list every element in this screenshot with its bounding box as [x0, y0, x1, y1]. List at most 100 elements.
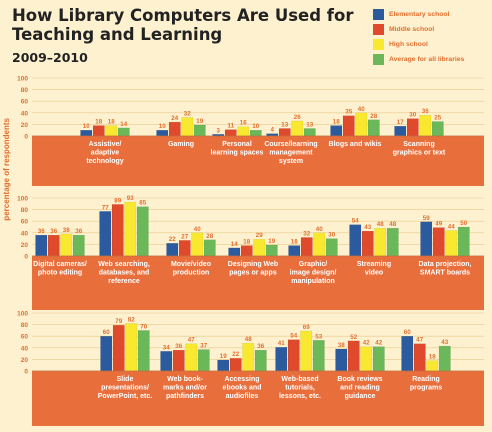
bar-value-label: 36 — [422, 108, 429, 115]
category-label-line: guidance — [345, 393, 376, 400]
category-label-line: Data projection, — [419, 261, 472, 268]
y-tick-label: 20 — [21, 122, 29, 129]
bar-value-label: 18 — [333, 119, 340, 126]
y-tick-label: 80 — [21, 87, 29, 94]
bar-value-label: 43 — [364, 224, 371, 231]
bar — [35, 234, 48, 257]
bar — [191, 232, 204, 257]
category-label-line: manipulation — [291, 278, 335, 285]
bar-value-label: 18 — [108, 119, 115, 126]
category-label-line: tutorials, — [285, 385, 315, 392]
category-label-line: ebooks and — [223, 385, 262, 392]
bar-value-label: 14 — [231, 241, 238, 248]
chart-panel-2: 0 20 40 60 80 100 36 36 38 36 Digital cameras/phot… — [17, 195, 484, 310]
category-label-line: photo editing — [38, 270, 82, 277]
category-label-line: Web book- — [167, 376, 203, 383]
bar-value-label: 11 — [227, 123, 234, 130]
category-label: Personal learning spaces — [211, 141, 264, 157]
y-tick-label: 0 — [24, 254, 28, 261]
y-tick-label: 40 — [21, 110, 29, 117]
bar-value-label: 4 — [271, 127, 275, 134]
category-label: Blogs and wikis — [329, 141, 382, 148]
category-label-line: graphics or text — [393, 150, 446, 157]
bar — [300, 237, 313, 257]
category-label-line: Accessing — [224, 376, 259, 383]
category-label-line: Web-based — [281, 376, 318, 383]
bar-value-label: 37 — [200, 343, 207, 350]
bar-value-label: 89 — [114, 197, 121, 204]
bar-value-label: 40 — [194, 226, 201, 233]
category-label-line: Gaming — [168, 141, 194, 148]
legend-item-middle: Middle school — [373, 23, 491, 35]
bar-value-label: 48 — [377, 221, 384, 228]
bar — [457, 226, 470, 257]
bar-value-label: 54 — [352, 218, 359, 225]
bar — [342, 115, 355, 137]
bar — [168, 121, 181, 137]
legend-item-average: Average for all libraries — [373, 53, 491, 65]
bar-value-label: 82 — [128, 316, 135, 323]
bar — [197, 349, 210, 372]
category-band — [32, 136, 484, 186]
category-label-line: adaptive — [91, 150, 120, 157]
bar-value-label: 16 — [240, 120, 247, 127]
bar-value-label: 70 — [140, 323, 147, 330]
bar — [367, 119, 380, 137]
y-tick-label: 60 — [21, 334, 29, 341]
bar — [178, 240, 191, 257]
category-label-line: production — [173, 270, 210, 277]
category-label-line: Designing Web — [228, 261, 278, 268]
title-line-1: How Library Computers Are Used for — [12, 6, 354, 25]
bar-value-label: 27 — [181, 233, 188, 240]
bar-value-label: 42 — [375, 340, 382, 347]
y-tick-label: 100 — [17, 196, 28, 203]
bar — [275, 347, 288, 372]
bar — [335, 348, 348, 372]
category-label-line: image design/ — [290, 270, 337, 277]
bar-value-label: 85 — [139, 200, 146, 207]
bar-value-label: 32 — [184, 110, 191, 117]
bar — [254, 349, 267, 372]
y-tick-label: 80 — [21, 322, 29, 329]
category-label-line: technology — [86, 158, 123, 165]
bar-value-label: 10 — [83, 123, 90, 130]
bar-value-label: 13 — [281, 121, 288, 128]
bar — [249, 129, 262, 137]
y-tick-label: 60 — [21, 99, 29, 106]
y-tick-label: 20 — [21, 357, 29, 364]
bar — [278, 128, 291, 137]
bar — [92, 125, 105, 137]
bar — [312, 340, 325, 372]
bar — [394, 125, 407, 137]
bar-value-label: 30 — [409, 112, 416, 119]
category-label-line: Reading — [412, 376, 440, 383]
legend-label-middle: Middle school — [389, 25, 435, 33]
bar — [303, 128, 316, 137]
bar — [203, 239, 216, 257]
bar-value-label: 35 — [345, 109, 352, 116]
bar — [406, 118, 419, 137]
bar — [291, 120, 304, 137]
bar — [426, 360, 439, 372]
category-label-line: databases, and — [99, 270, 150, 277]
category-label: Scanning graphics or text — [393, 141, 446, 157]
bar — [287, 339, 300, 372]
category-label-line: pathfinders — [166, 393, 204, 400]
bar — [325, 238, 338, 257]
bar — [265, 244, 278, 257]
bar — [181, 117, 194, 137]
bar-value-label: 40 — [358, 106, 365, 113]
y-tick-label: 60 — [21, 219, 29, 226]
legend-item-elementary: Elementary school — [373, 8, 491, 20]
bar-value-label: 36 — [38, 228, 45, 235]
category-label-line: presentations/ — [101, 385, 149, 392]
bar-value-label: 14 — [120, 121, 127, 128]
bar — [372, 346, 385, 372]
legend-label-average: Average for all libraries — [389, 55, 465, 63]
y-tick-label: 0 — [24, 134, 28, 141]
bar-value-label: 53 — [315, 333, 322, 340]
bar — [137, 330, 150, 372]
bar — [217, 359, 230, 372]
bar-value-label: 36 — [175, 343, 182, 350]
